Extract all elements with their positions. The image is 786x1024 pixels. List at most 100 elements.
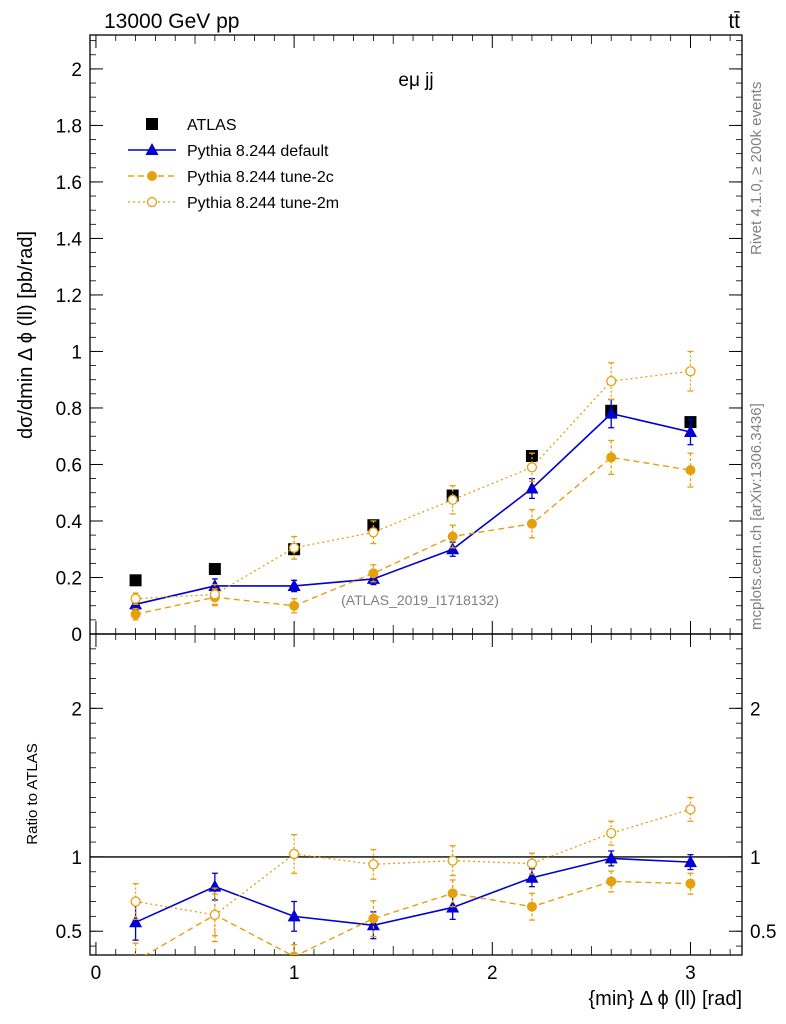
legend-label-default: Pythia 8.244 default bbox=[187, 143, 329, 160]
ratio-line-tune2m bbox=[135, 808, 691, 916]
ratio-point-tune2m bbox=[606, 827, 617, 839]
main-point-tune2c bbox=[447, 531, 458, 542]
main-ytick-label: 1.2 bbox=[56, 286, 82, 307]
ratio-series-default bbox=[129, 850, 697, 941]
ratio-point-tune2m bbox=[526, 858, 538, 869]
main-point-tune2m bbox=[209, 589, 221, 600]
main-series-data bbox=[129, 404, 697, 587]
main-ytick-label: 0.8 bbox=[56, 399, 82, 420]
channel-label: eμ jj bbox=[398, 70, 433, 91]
ratio-plot-panel: 0.5 0.5 1 1 2 2 0 1 2 3 bbox=[56, 633, 776, 984]
main-series-area bbox=[129, 350, 697, 621]
ratio-point-tune2c bbox=[685, 878, 696, 889]
ratio-point-tune2m bbox=[130, 896, 141, 907]
main-point-tune2c bbox=[368, 568, 379, 579]
ratio-point-tune2c bbox=[447, 888, 458, 899]
main-point-tune2c bbox=[289, 600, 300, 611]
ratio-series-area bbox=[129, 796, 697, 966]
main-ytick-label: 0.6 bbox=[56, 455, 82, 476]
legend-label-tune2m: Pythia 8.244 tune-2m bbox=[187, 195, 339, 212]
main-point-default bbox=[683, 424, 697, 437]
ratio-point-default bbox=[525, 870, 539, 883]
analysis-id: (ATLAS_2019_I1718132) bbox=[341, 592, 499, 608]
legend-marker-default bbox=[145, 143, 159, 155]
ratio-point-tune2c bbox=[526, 901, 537, 912]
ratio-point-tune2c bbox=[289, 951, 299, 955]
main-line-tune2m bbox=[135, 370, 691, 600]
main-line-default bbox=[135, 412, 691, 606]
ratio-ytick-label: 1 bbox=[71, 848, 82, 869]
ratio-line-default bbox=[135, 857, 691, 927]
ratio-point-default bbox=[683, 855, 697, 868]
main-point-tune2m bbox=[447, 494, 458, 505]
main-ytick-label: 1.4 bbox=[56, 229, 83, 250]
main-point-default bbox=[287, 578, 301, 591]
main-point-tune2m bbox=[130, 593, 141, 604]
ratio-point-default bbox=[287, 909, 301, 922]
main-point-data bbox=[129, 574, 142, 587]
legend-label-tune2c: Pythia 8.244 tune-2c bbox=[187, 169, 334, 186]
main-point-default bbox=[604, 406, 618, 419]
main-ytick-label: 0.4 bbox=[56, 512, 83, 533]
ratio-point-tune2m bbox=[368, 859, 379, 870]
x-axis-title: {min} Δ ϕ (ll) [rad] bbox=[589, 988, 743, 1010]
main-series-tune2c bbox=[130, 439, 696, 621]
main-ytick-label: 2 bbox=[71, 60, 82, 81]
process-label: tt̄ bbox=[728, 10, 740, 33]
main-line-tune2c bbox=[135, 456, 691, 615]
main-y-axis-title: dσ/dmin Δ ϕ (ll) [pb/rad] bbox=[15, 231, 37, 439]
x-tick-label: 2 bbox=[487, 963, 498, 984]
ratio-point-tune2c bbox=[368, 913, 379, 924]
ratio-frame bbox=[89, 633, 743, 956]
rivet-version-label: Rivet 4.1.0, ≥ 200k events bbox=[748, 82, 765, 255]
x-tick-label: 0 bbox=[91, 963, 102, 984]
main-point-data bbox=[525, 449, 538, 462]
ratio-ytick-label-right: 2 bbox=[750, 699, 761, 720]
legend: ATLAS Pythia 8.244 default Pythia 8.244 tu… bbox=[128, 117, 339, 212]
ratio-point-default bbox=[208, 879, 222, 892]
main-point-tune2c bbox=[130, 609, 141, 620]
ratio-point-tune2m bbox=[209, 909, 221, 921]
ratio-point-default bbox=[604, 851, 618, 864]
ratio-line-tune2c bbox=[144, 880, 691, 955]
legend-marker-tune2c bbox=[147, 171, 157, 181]
legend-marker-data bbox=[146, 118, 158, 130]
ratio-point-tune2m bbox=[447, 855, 458, 866]
main-point-tune2c bbox=[526, 518, 537, 529]
ratio-ytick-label: 2 bbox=[71, 699, 82, 720]
main-point-data bbox=[208, 563, 221, 576]
main-plot-panel: 0 0.2 0.4 0.6 0.8 1 1.2 1.4 1.6 1.8 2 bbox=[56, 34, 743, 646]
main-point-tune2m bbox=[288, 542, 300, 553]
main-ytick-label: 1.8 bbox=[56, 116, 82, 137]
main-point-tune2c bbox=[685, 465, 696, 476]
main-point-tune2m bbox=[685, 366, 696, 377]
main-series-default bbox=[129, 398, 697, 611]
x-tick-label: 1 bbox=[289, 963, 300, 984]
ratio-point-default bbox=[366, 918, 380, 931]
ratio-point-tune2m bbox=[685, 804, 696, 815]
ratio-ytick-label-right: 1 bbox=[750, 848, 761, 869]
energy-label: 13000 GeV pp bbox=[104, 10, 239, 33]
ratio-series-tune2c bbox=[131, 870, 696, 966]
ratio-point-tune2c bbox=[131, 956, 141, 966]
ratio-ytick-label-right: 0.5 bbox=[750, 922, 776, 943]
main-ytick-label: 1 bbox=[71, 342, 82, 363]
main-point-default bbox=[525, 481, 539, 494]
ratio-ytick-label: 0.5 bbox=[56, 922, 82, 943]
ratio-point-tune2m bbox=[288, 848, 300, 860]
main-point-tune2m bbox=[368, 527, 379, 538]
ratio-y-axis-title: Ratio to ATLAS bbox=[24, 743, 41, 844]
ratio-series-tune2m bbox=[130, 796, 696, 943]
main-ytick-label: 1.6 bbox=[56, 173, 82, 194]
legend-marker-tune2m bbox=[146, 196, 158, 208]
main-point-tune2m bbox=[606, 375, 617, 387]
main-series-tune2m bbox=[130, 350, 696, 605]
main-point-tune2m bbox=[526, 462, 538, 473]
mcplots-credit: mcplots.cern.ch [arXiv:1306.3436] bbox=[748, 403, 765, 630]
ratio-point-default bbox=[129, 915, 143, 928]
x-tick-label: 3 bbox=[685, 963, 696, 984]
main-ytick-label: 0.2 bbox=[56, 568, 82, 589]
ratio-point-tune2c bbox=[606, 876, 617, 887]
legend-label-data: ATLAS bbox=[187, 117, 237, 134]
